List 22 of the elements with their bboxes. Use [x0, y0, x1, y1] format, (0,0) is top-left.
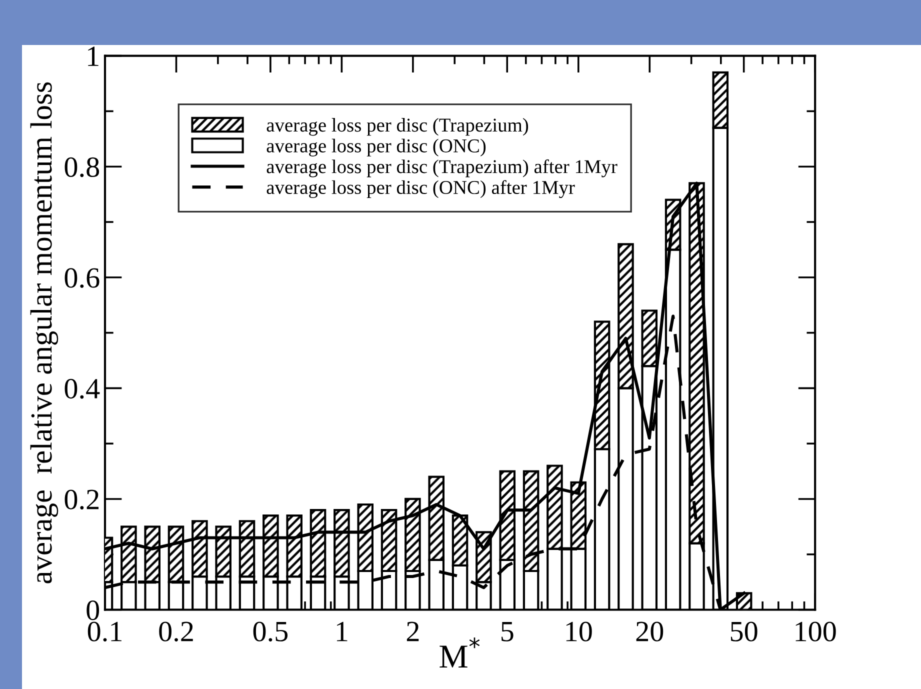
y-tick-label: 0.6 [64, 268, 100, 288]
legend-label: average loss per disc (ONC) after 1Myr [266, 180, 575, 198]
x-tick-label: 5 [502, 622, 514, 642]
x-tick-label: 2 [406, 622, 419, 642]
x-tick-label: 0.1 [88, 622, 122, 642]
x-tick-label: 20 [636, 622, 664, 642]
y-tick-label: 0 [86, 600, 100, 620]
x-tick-label: 1 [336, 622, 348, 642]
y-tick-label: 0.4 [64, 378, 100, 399]
x-tick-label: 0.2 [159, 622, 193, 642]
y-axis-title: average relative angular momentum loss [30, 82, 58, 584]
x-axis-title: M$^{*}$ [440, 637, 480, 668]
x-tick-label: 50 [730, 622, 758, 642]
legend-label: average loss per disc (ONC) [266, 138, 486, 156]
legend-label: average loss per disc (Trapezium) after 1Myr [266, 159, 618, 178]
y-tick-label: 1 [88, 46, 98, 66]
legend-label: average loss per disc (Trapezium) [266, 118, 528, 136]
y-tick-label: 0.2 [64, 490, 99, 510]
x-tick-label: 10 [566, 622, 592, 642]
y-tick-label: 0.8 [64, 157, 100, 178]
x-tick-label: 100 [796, 622, 836, 642]
x-tick-label: 0.5 [253, 622, 288, 642]
